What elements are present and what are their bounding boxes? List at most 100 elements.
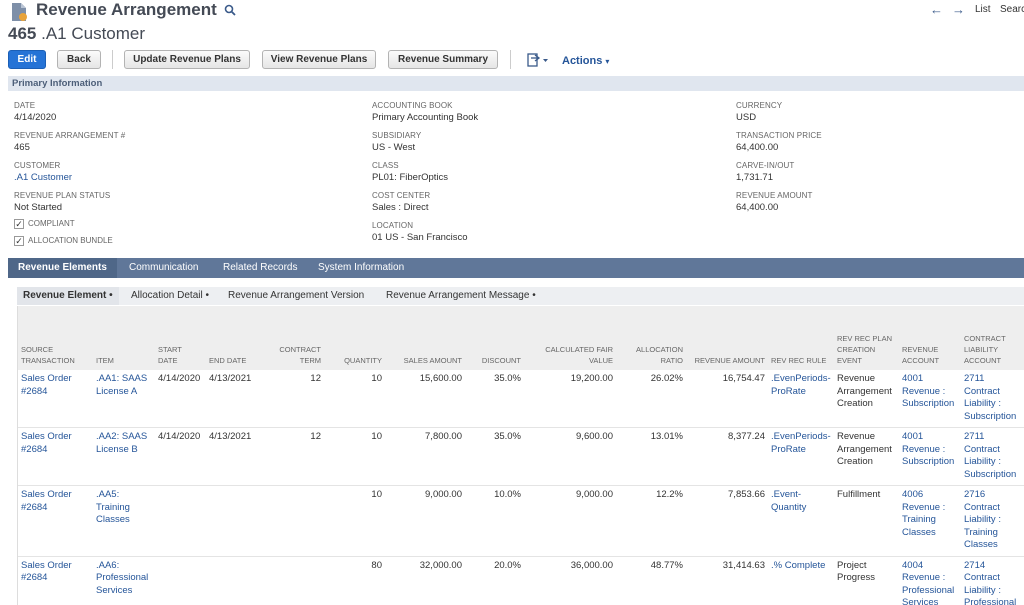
subtab-revenue-arrangement-version[interactable]: Revenue Arrangement Version — [228, 290, 365, 301]
liability-account-link[interactable]: 2711 Contract Liability : Subscription — [961, 427, 1024, 486]
revenue-account-link[interactable]: 4006 Revenue : Training Classes — [899, 485, 961, 557]
revenue-summary-button[interactable]: Revenue Summary — [388, 50, 498, 69]
liability-account-link[interactable]: 2711 Contract Liability : Subscription — [961, 370, 1024, 428]
chevron-down-icon: ▾ — [605, 57, 610, 66]
source-transaction-link[interactable]: Sales Order #2684 — [18, 427, 93, 486]
subtab-revenue-element[interactable]: Revenue Element • — [17, 287, 119, 305]
column-header[interactable]: SOURCE TRANSACTION — [18, 306, 93, 370]
revenue-account-link[interactable]: 4001 Revenue : Subscription — [899, 427, 961, 486]
allocation-ratio-cell: 48.77% — [616, 556, 686, 605]
column-header[interactable]: ALLOCATION RATIO — [616, 306, 686, 370]
revenue-elements-grid: SOURCE TRANSACTION ITEM START DATE END D… — [18, 306, 1024, 605]
class-label: CLASS — [372, 161, 399, 170]
previous-arrow-icon[interactable]: ← — [930, 2, 943, 17]
source-transaction-link[interactable]: Sales Order #2684 — [18, 556, 93, 605]
liability-account-link[interactable]: 2714 Contract Liability : Professional S… — [961, 556, 1024, 605]
item-link[interactable]: .AA2: SAAS License B — [93, 427, 155, 486]
column-header[interactable]: SALES AMOUNT — [385, 306, 465, 370]
column-header[interactable]: CONTRACT LIABILITY ACCOUNT — [961, 306, 1024, 370]
allocation-ratio-cell: 13.01% — [616, 427, 686, 486]
column-header[interactable]: CALCULATED FAIR VALUE — [524, 306, 616, 370]
back-button[interactable]: Back — [57, 50, 101, 69]
column-header[interactable]: DISCOUNT — [465, 306, 524, 370]
allocation-bundle-checkbox: ✓ ALLOCATION BUNDLE — [14, 236, 113, 246]
revenue-amount-cell: 7,853.66 — [686, 485, 768, 557]
contract-term-cell — [258, 556, 324, 605]
column-header[interactable]: REV REC RULE — [768, 306, 834, 370]
sales-amount-cell: 15,600.00 — [385, 370, 465, 428]
subsidiary-field: SUBSIDIARY US - West — [372, 131, 421, 153]
list-link[interactable]: List — [975, 4, 991, 15]
column-header[interactable]: REV REC PLAN CREATION EVENT — [834, 306, 899, 370]
rev-rec-rule-link[interactable]: .Event-Quantity — [768, 485, 834, 557]
revenue-amount-cell: 8,377.24 — [686, 427, 768, 486]
rev-rec-rule-link[interactable]: .% Complete — [768, 556, 834, 605]
column-header[interactable]: START DATE — [155, 306, 206, 370]
subtab-revenue-arrangement-message[interactable]: Revenue Arrangement Message • — [386, 290, 536, 301]
transaction-price-field: TRANSACTION PRICE 64,400.00 — [736, 131, 822, 153]
update-revenue-plans-button[interactable]: Update Revenue Plans — [124, 50, 250, 69]
subtab-allocation-detail[interactable]: Allocation Detail • — [131, 290, 209, 301]
rev-rec-rule-link[interactable]: .EvenPeriods-ProRate — [768, 427, 834, 486]
record-customer-name: .A1 Customer — [41, 24, 146, 43]
end-date-cell: 4/13/2021 — [206, 427, 258, 486]
creation-event-cell: Project Progress — [834, 556, 899, 605]
allocation-bundle-label: ALLOCATION BUNDLE — [28, 236, 113, 246]
revenue-amount-cell: 31,414.63 — [686, 556, 768, 605]
rev-rec-rule-link[interactable]: .EvenPeriods-ProRate — [768, 370, 834, 428]
toolbar-divider — [510, 50, 511, 69]
search-link[interactable]: Search — [1000, 4, 1024, 15]
end-date-cell — [206, 485, 258, 557]
location-value: 01 US - San Francisco — [372, 232, 468, 243]
tab-communication[interactable]: Communication — [129, 262, 199, 273]
plan-status-field: REVENUE PLAN STATUS Not Started — [14, 191, 110, 213]
actions-menu[interactable]: Actions ▾ — [562, 55, 609, 67]
revenue-amount-field: REVENUE AMOUNT 64,400.00 — [736, 191, 813, 213]
column-header[interactable]: CONTRACT TERM — [258, 306, 324, 370]
tab-related-records[interactable]: Related Records — [223, 262, 298, 273]
revenue-amount-cell: 16,754.47 — [686, 370, 768, 428]
edit-button[interactable]: Edit — [8, 50, 46, 69]
revenue-account-link[interactable]: 4004 Revenue : Professional Services — [899, 556, 961, 605]
source-transaction-link[interactable]: Sales Order #2684 — [18, 370, 93, 428]
start-date-cell: 4/14/2020 — [155, 370, 206, 428]
tab-system-information[interactable]: System Information — [318, 262, 405, 273]
revenue-amount-value: 64,400.00 — [736, 202, 779, 213]
discount-cell: 10.0% — [465, 485, 524, 557]
column-header[interactable]: END DATE — [206, 306, 258, 370]
record-name: 465 .A1 Customer — [8, 24, 145, 44]
item-link[interactable]: .AA6: Professional Services — [93, 556, 155, 605]
creation-event-cell: Revenue Arrangement Creation — [834, 370, 899, 428]
tab-revenue-elements[interactable]: Revenue Elements — [8, 258, 117, 278]
revenue-account-link[interactable]: 4001 Revenue : Subscription — [899, 370, 961, 428]
search-icon[interactable] — [224, 4, 236, 16]
column-header[interactable]: REVENUE AMOUNT — [686, 306, 768, 370]
transaction-price-value: 64,400.00 — [736, 142, 779, 153]
next-arrow-icon[interactable]: → — [952, 2, 965, 17]
start-date-cell — [155, 485, 206, 557]
column-header[interactable]: QUANTITY — [324, 306, 385, 370]
customer-link[interactable]: .A1 Customer — [14, 172, 73, 183]
source-transaction-link[interactable]: Sales Order #2684 — [18, 485, 93, 557]
liability-account-link[interactable]: 2716 Contract Liability : Training Class… — [961, 485, 1024, 557]
table-header-row: SOURCE TRANSACTION ITEM START DATE END D… — [18, 306, 1024, 370]
primary-information-header[interactable]: Primary Information — [8, 76, 1024, 91]
arrangement-number-label: REVENUE ARRANGEMENT # — [14, 131, 126, 140]
customer-label: CUSTOMER — [14, 161, 61, 170]
carve-in-out-value: 1,731.71 — [736, 172, 773, 183]
record-number: 465 — [8, 24, 37, 43]
title-row: Revenue Arrangement ← → List Search — [10, 0, 1024, 24]
column-header[interactable]: REVENUE ACCOUNT — [899, 306, 961, 370]
location-field: LOCATION 01 US - San Francisco — [372, 221, 468, 243]
view-revenue-plans-button[interactable]: View Revenue Plans — [262, 50, 376, 69]
item-link[interactable]: .AA5: Training Classes — [93, 485, 155, 557]
discount-cell: 35.0% — [465, 370, 524, 428]
column-header[interactable]: ITEM — [93, 306, 155, 370]
accounting-book-label: ACCOUNTING BOOK — [372, 101, 453, 110]
print-menu-icon[interactable] — [526, 52, 552, 68]
item-link[interactable]: .AA1: SAAS License A — [93, 370, 155, 428]
quantity-cell: 80 — [324, 556, 385, 605]
location-label: LOCATION — [372, 221, 414, 230]
fair-value-cell: 9,000.00 — [524, 485, 616, 557]
main-tab-bar: Revenue Elements Communication Related R… — [8, 258, 1024, 278]
